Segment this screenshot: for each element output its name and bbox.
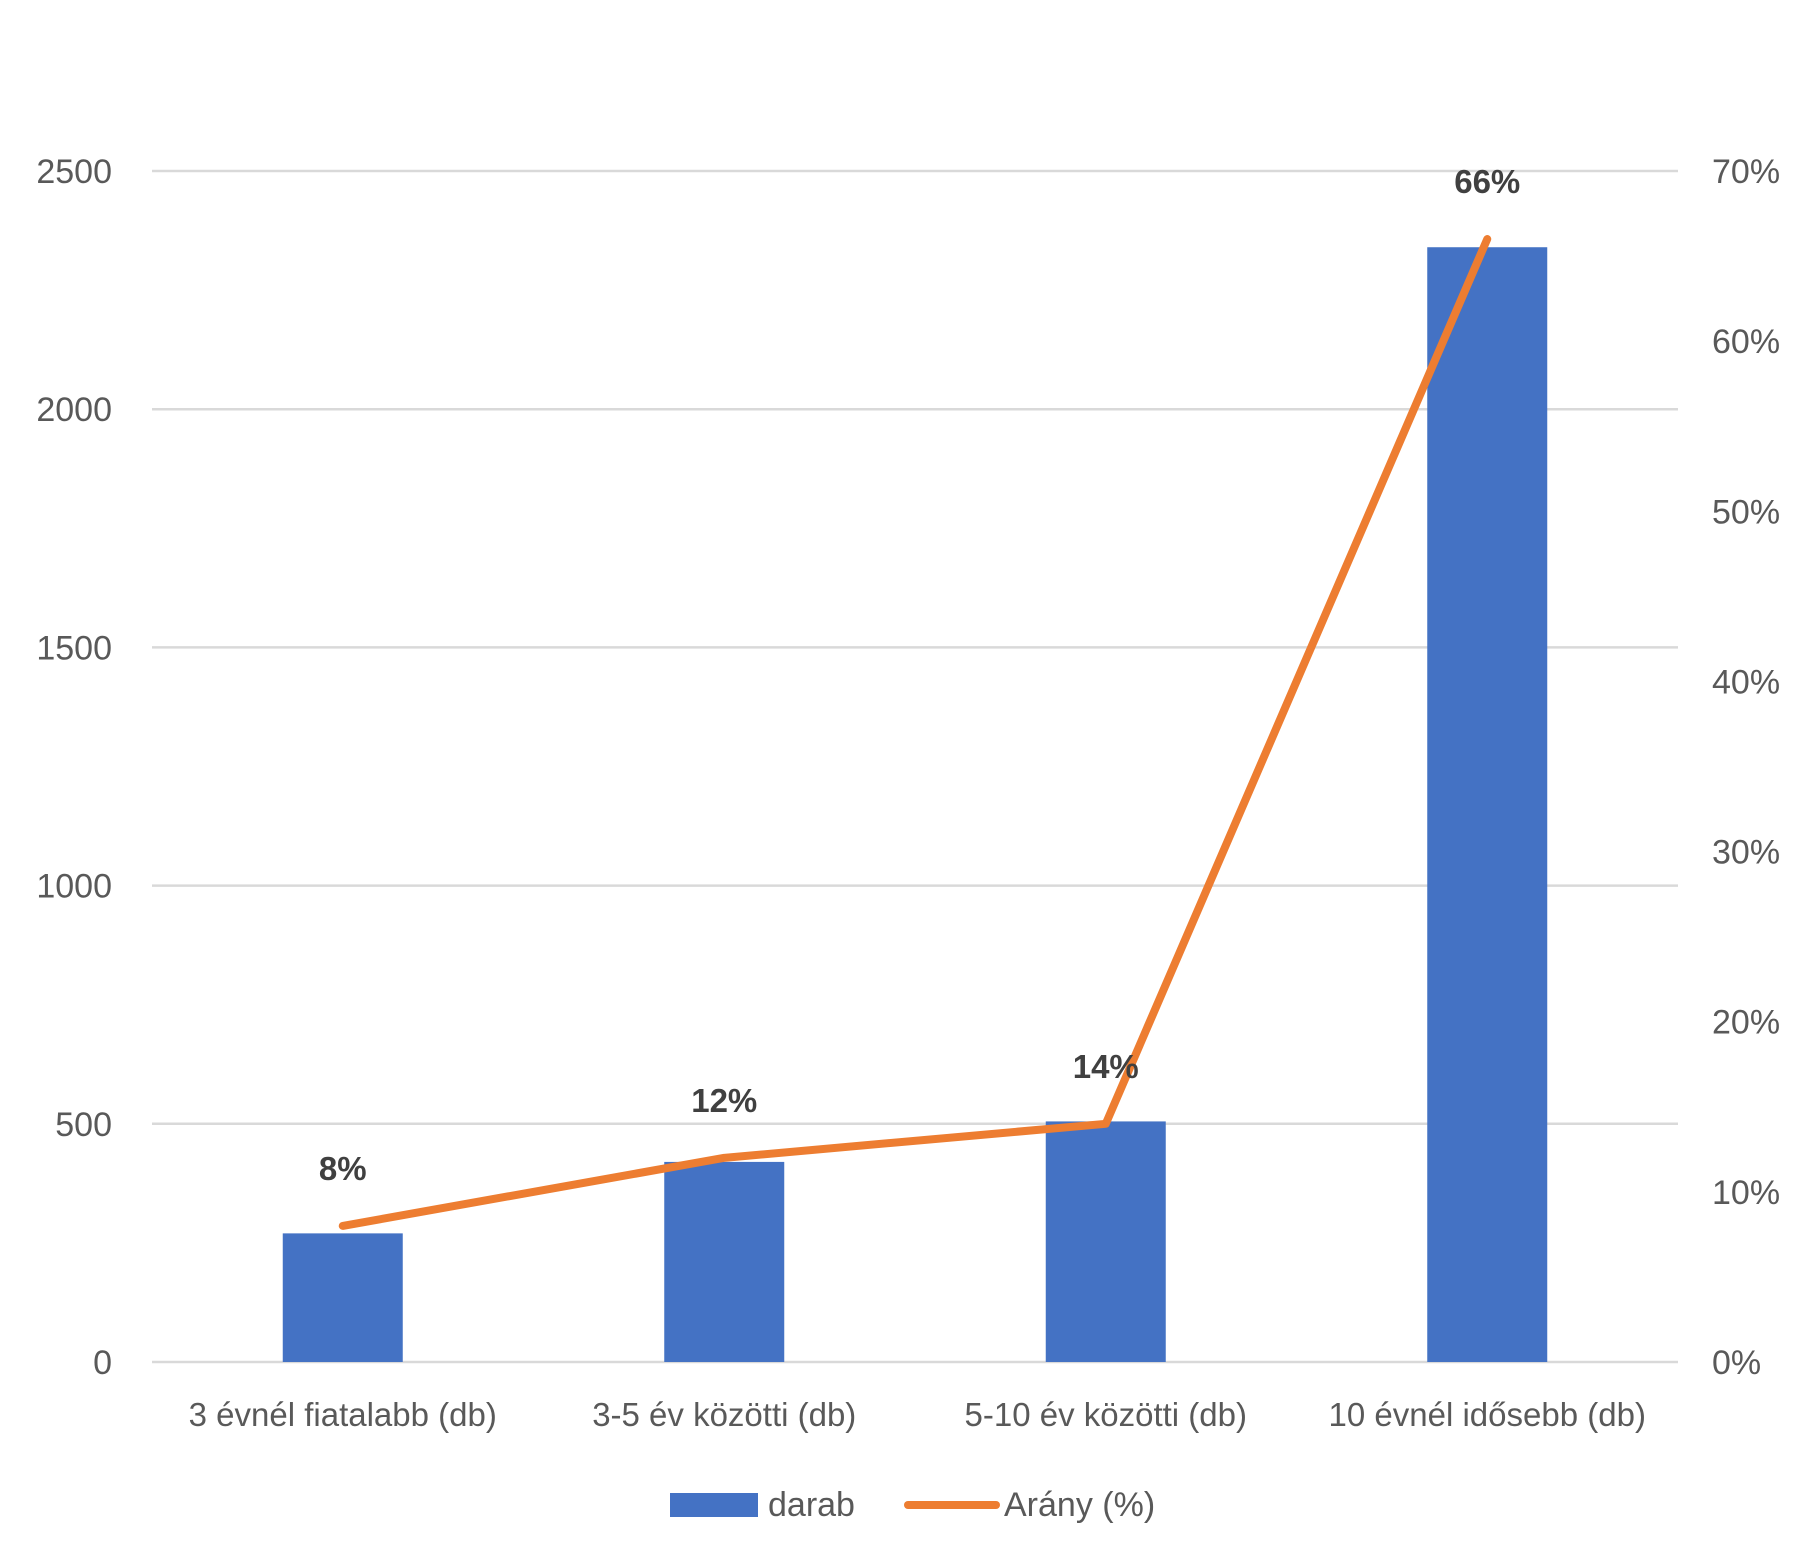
- y-left-tick-label: 2000: [36, 391, 112, 429]
- y-left-tick-label: 0: [93, 1344, 112, 1382]
- y-right-tick-label: 70%: [1712, 153, 1780, 191]
- data-labels: 8% 12% 14% 66%: [319, 163, 1520, 1187]
- x-tick-label: 5-10 év közötti (db): [965, 1396, 1247, 1433]
- x-tick-label: 3 évnél fiatalabb (db): [189, 1396, 497, 1433]
- data-label: 8%: [319, 1150, 367, 1187]
- y-right-tick-label: 0%: [1712, 1344, 1761, 1382]
- legend: darab Arány (%): [670, 1486, 1155, 1524]
- data-label: 66%: [1454, 163, 1520, 200]
- line-series: [338, 235, 1492, 1230]
- y-right-tick-label: 60%: [1712, 323, 1780, 361]
- y-right-tick-label: 50%: [1712, 493, 1780, 531]
- gridlines: [152, 169, 1678, 1364]
- bar-series: [282, 247, 1548, 1362]
- y-axis-left: 0 500 1000 1500 2000 2500: [36, 153, 112, 1382]
- y-right-tick-label: 10%: [1712, 1174, 1780, 1212]
- data-label: 12%: [691, 1082, 757, 1119]
- bar: [664, 1161, 785, 1362]
- y-axis-right: 0% 10% 20% 30% 40% 50% 60% 70%: [1712, 153, 1780, 1382]
- legend-swatch-darab: [670, 1493, 758, 1517]
- y-right-tick-label: 30%: [1712, 834, 1780, 872]
- y-left-tick-label: 1500: [36, 629, 112, 667]
- bar: [1045, 1121, 1166, 1362]
- data-label: 14%: [1073, 1048, 1139, 1085]
- legend-label-arany: Arány (%): [1004, 1486, 1155, 1524]
- x-tick-label: 3-5 év közötti (db): [592, 1396, 856, 1433]
- bar: [282, 1233, 403, 1362]
- x-axis: 3 évnél fiatalabb (db) 3-5 év közötti (db…: [189, 1396, 1646, 1433]
- y-left-tick-label: 500: [55, 1106, 112, 1144]
- x-tick-label: 10 évnél idősebb (db): [1329, 1396, 1646, 1433]
- y-right-tick-label: 40%: [1712, 663, 1780, 701]
- bar: [1427, 247, 1548, 1362]
- legend-label-darab: darab: [768, 1486, 855, 1524]
- y-right-tick-label: 20%: [1712, 1004, 1780, 1042]
- y-left-tick-label: 1000: [36, 868, 112, 906]
- y-left-tick-label: 2500: [36, 153, 112, 191]
- line-path: [338, 235, 1492, 1230]
